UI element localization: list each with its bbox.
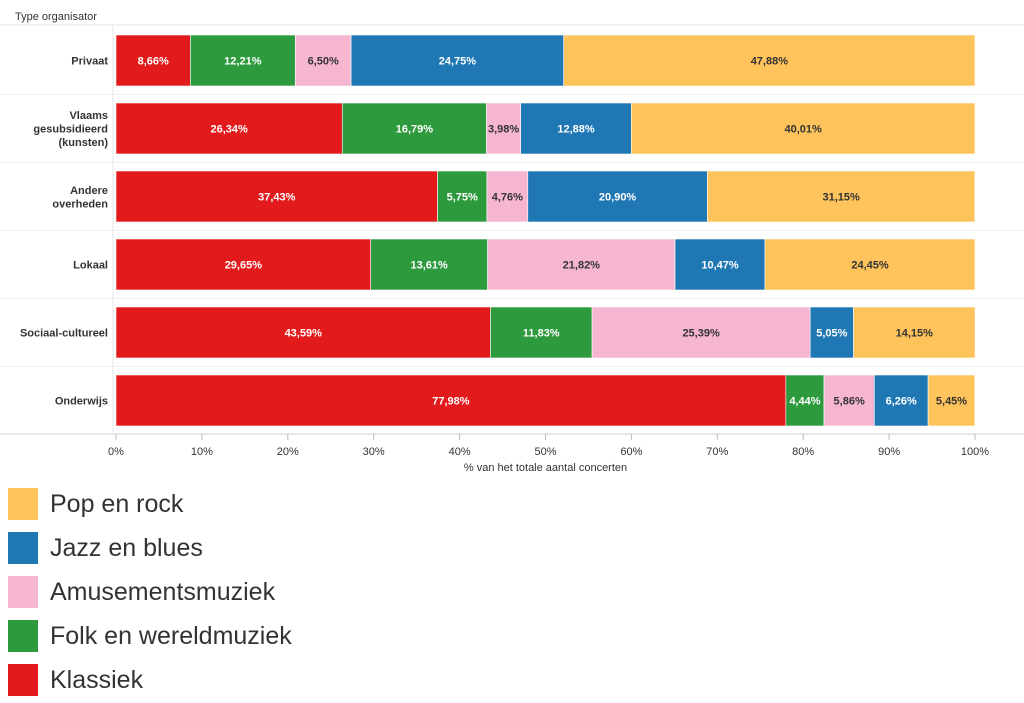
category-label: overheden [52,198,108,210]
bar-segment [486,102,521,155]
legend-item: Amusementsmuziek [8,570,292,614]
legend-swatch [8,576,38,608]
legend-swatch [8,664,38,696]
bar-segment [927,374,976,427]
x-tick-label: 80% [792,446,814,458]
data-label: 25,39% [682,328,720,340]
bar-segment [563,34,976,87]
x-tick-label: 20% [277,446,299,458]
bar-segment [437,170,488,223]
legend-item: Klassiek [8,658,292,702]
category-label: gesubsidieerd [33,124,108,136]
bar-segment [370,238,488,291]
bar-segment [486,170,529,223]
data-label: 12,88% [557,124,595,136]
legend-item: Folk en wereldmuziek [8,614,292,658]
legend-label: Klassiek [50,665,144,694]
x-tick-label: 90% [878,446,900,458]
bar-segment [115,238,371,291]
data-label: 26,34% [210,124,248,136]
data-label: 5,05% [816,328,847,340]
data-label: 47,88% [751,56,789,68]
bar-segment [764,238,976,291]
bar-segment [591,306,811,359]
y-axis-title: Type organisator [15,11,97,23]
category-label: Onderwijs [55,396,108,408]
bar-segment [115,374,787,427]
data-label: 11,83% [523,328,560,340]
bar-segment [809,306,854,359]
category-label: Lokaal [73,260,108,272]
x-tick-label: 30% [363,446,385,458]
bar-segment [674,238,766,291]
data-label: 77,98% [432,396,470,408]
data-label: 4,76% [492,192,523,204]
chart-legend: Pop en rock Jazz en blues Amusementsmuziek… [8,482,292,702]
bar-segment [785,374,825,427]
legend-item: Pop en rock [8,482,292,526]
legend-label: Folk en wereldmuziek [50,621,292,650]
legend-label: Jazz en blues [50,533,203,562]
data-label: 6,50% [308,56,339,68]
data-label: 20,90% [599,192,637,204]
legend-label: Amusementsmuziek [50,577,276,606]
data-label: 4,44% [789,396,820,408]
data-label: 37,43% [258,192,296,204]
legend-swatch [8,620,38,652]
x-tick-label: 40% [449,446,471,458]
category-label: Sociaal-cultureel [20,328,108,340]
data-label: 5,45% [936,396,967,408]
data-label: 12,21% [224,56,262,68]
legend-label: Pop en rock [50,489,184,518]
bar-segment [707,170,976,223]
data-label: 13,61% [410,260,448,272]
legend-swatch [8,532,38,564]
bar-segment [853,306,976,359]
bar-segment [341,102,487,155]
data-label: 3,98% [488,124,519,136]
stacked-bar-chart: Type organisator % van het totale aantal… [0,11,1024,474]
x-tick-label: 100% [961,446,989,458]
bar-segment [115,102,343,155]
data-label: 21,82% [563,260,601,272]
data-label: 5,75% [447,192,478,204]
category-label: Privaat [71,56,108,68]
bar-segment [487,238,676,291]
data-label: 24,45% [851,260,889,272]
category-label: (kunsten) [59,137,109,149]
bar-segment [527,170,708,223]
bar-segment [520,102,632,155]
category-label: Vlaams [69,110,108,122]
bar-segment [115,306,491,359]
bar-segment [631,102,976,155]
data-label: 24,75% [439,56,477,68]
data-label: 29,65% [225,260,263,272]
x-tick-label: 60% [620,446,642,458]
x-tick-label: 70% [706,446,728,458]
data-label: 5,86% [834,396,865,408]
x-axis-title: % van het totale aantal concerten [464,462,627,474]
x-tick-label: 0% [108,446,124,458]
bar-segment [823,374,875,427]
bar-segment [115,170,438,223]
data-label: 8,66% [138,56,169,68]
bar-segment [874,374,929,427]
data-label: 10,47% [701,260,739,272]
bar-segment [294,34,352,87]
data-label: 6,26% [886,396,917,408]
legend-swatch [8,488,38,520]
bar-segment [490,306,593,359]
data-label: 14,15% [896,328,934,340]
legend-item: Jazz en blues [8,526,292,570]
data-label: 40,01% [785,124,823,136]
x-tick-label: 50% [534,446,556,458]
data-label: 31,15% [822,192,860,204]
data-label: 43,59% [285,328,323,340]
data-label: 16,79% [396,124,434,136]
category-label: Andere [70,185,108,197]
x-tick-label: 10% [191,446,213,458]
